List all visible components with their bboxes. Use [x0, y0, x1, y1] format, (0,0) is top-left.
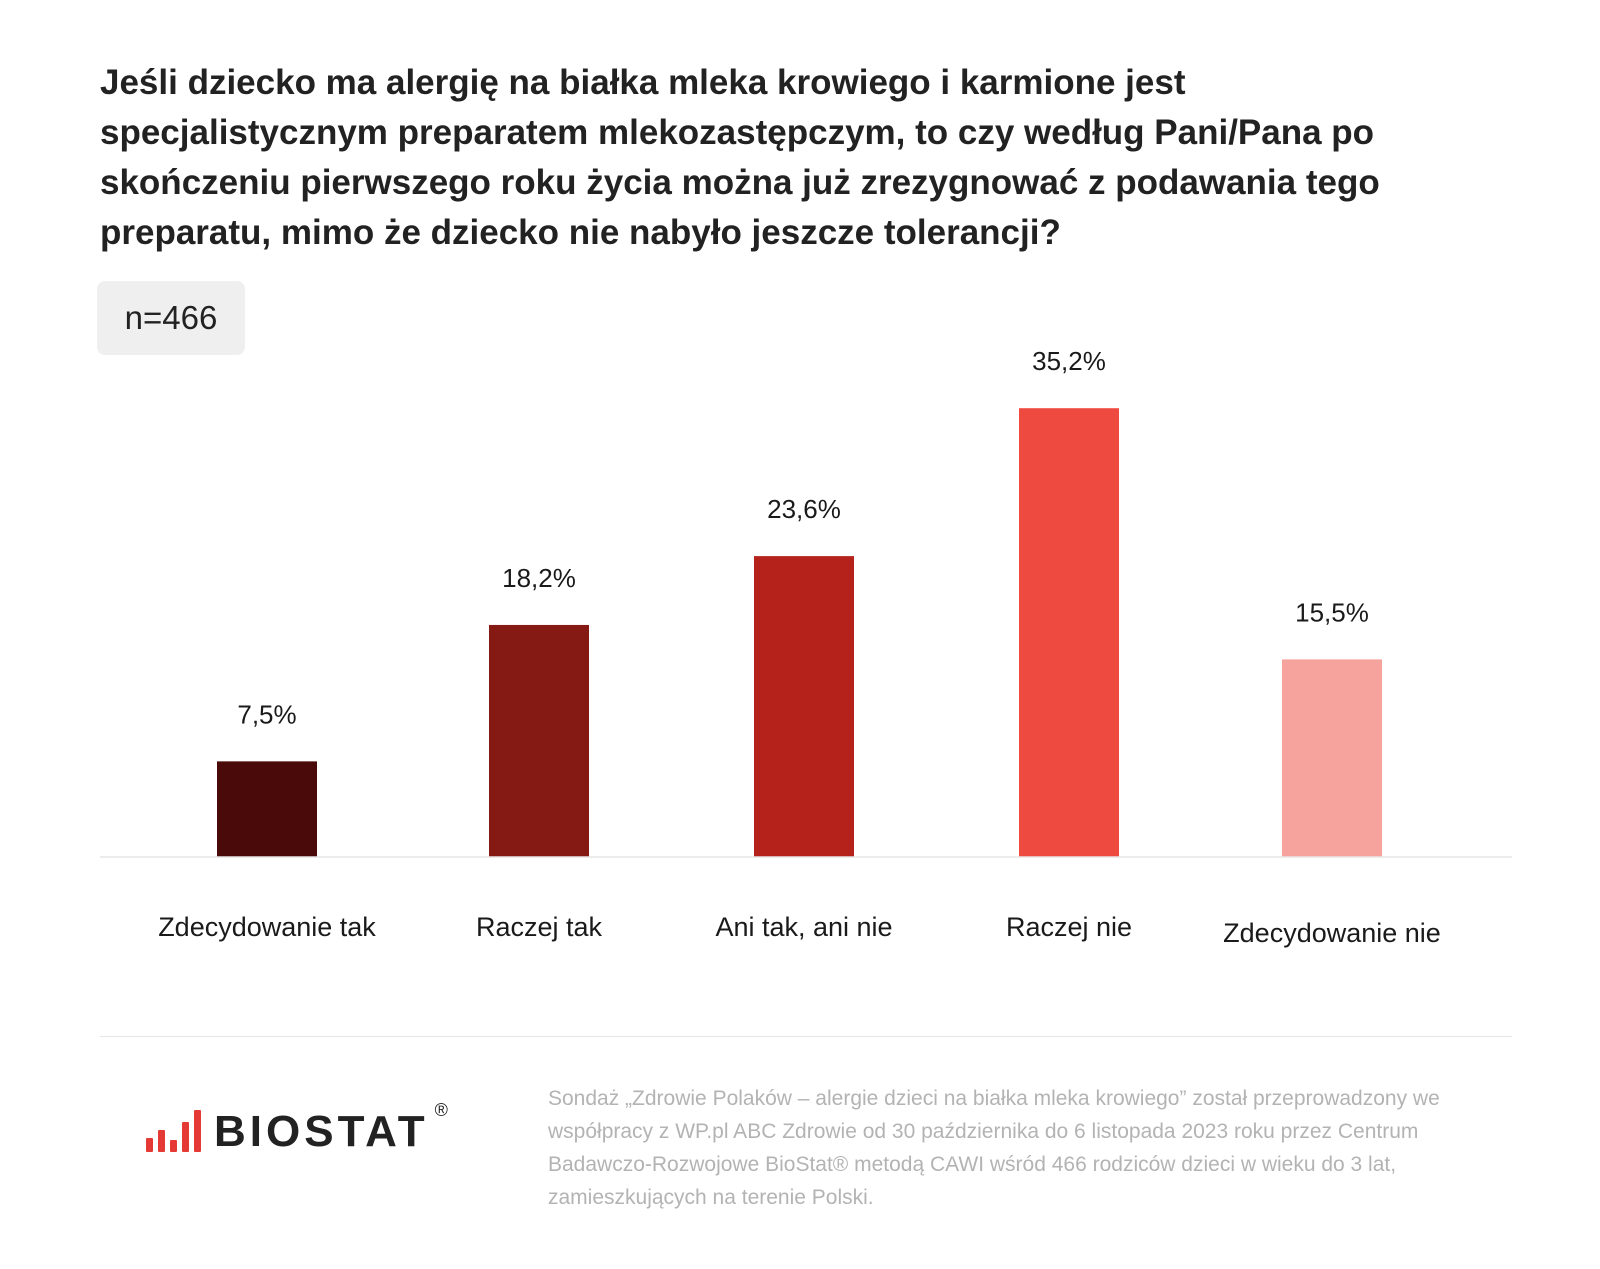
category-label-4: Raczej nie [1006, 912, 1132, 942]
category-label-3: Ani tak, ani nie [715, 912, 892, 942]
category-labels-group: Zdecydowanie tak Raczej tak Ani tak, ani n… [158, 912, 1441, 948]
sample-size-badge: n=466 [97, 281, 245, 355]
biostat-logo: BIOSTAT ® [146, 1100, 448, 1156]
value-label-1: 7,5% [237, 699, 296, 729]
bar-5 [1282, 659, 1382, 857]
category-label-5: Zdecydowanie nie [1223, 918, 1441, 948]
bars-group [217, 408, 1382, 857]
logo-text: BIOSTAT [214, 1107, 429, 1156]
value-label-2: 18,2% [502, 563, 576, 593]
bar-2 [489, 624, 589, 857]
footer-divider [100, 1036, 1512, 1037]
bar-chart: 7,5% 18,2% 23,6% 35,2% 15,5% Zdecydowanie ta… [100, 346, 1512, 948]
chart-title: Jeśli dziecko ma alergię na białka mleka… [100, 63, 1380, 252]
value-labels-group: 7,5% 18,2% 23,6% 35,2% 15,5% [237, 346, 1369, 729]
value-label-5: 15,5% [1295, 597, 1369, 627]
value-label-4: 35,2% [1032, 346, 1106, 376]
logo-bars-icon [146, 1110, 206, 1152]
category-label-1: Zdecydowanie tak [158, 912, 376, 942]
category-label-2: Raczej tak [476, 912, 603, 942]
bar-1 [217, 761, 317, 857]
bar-4 [1019, 408, 1119, 857]
value-label-3: 23,6% [767, 494, 841, 524]
bar-3 [754, 556, 854, 857]
logo-registered-mark: ® [434, 1100, 448, 1120]
survey-footnote: Sondaż „Zdrowie Polaków – alergie dzieci… [548, 1087, 1440, 1209]
